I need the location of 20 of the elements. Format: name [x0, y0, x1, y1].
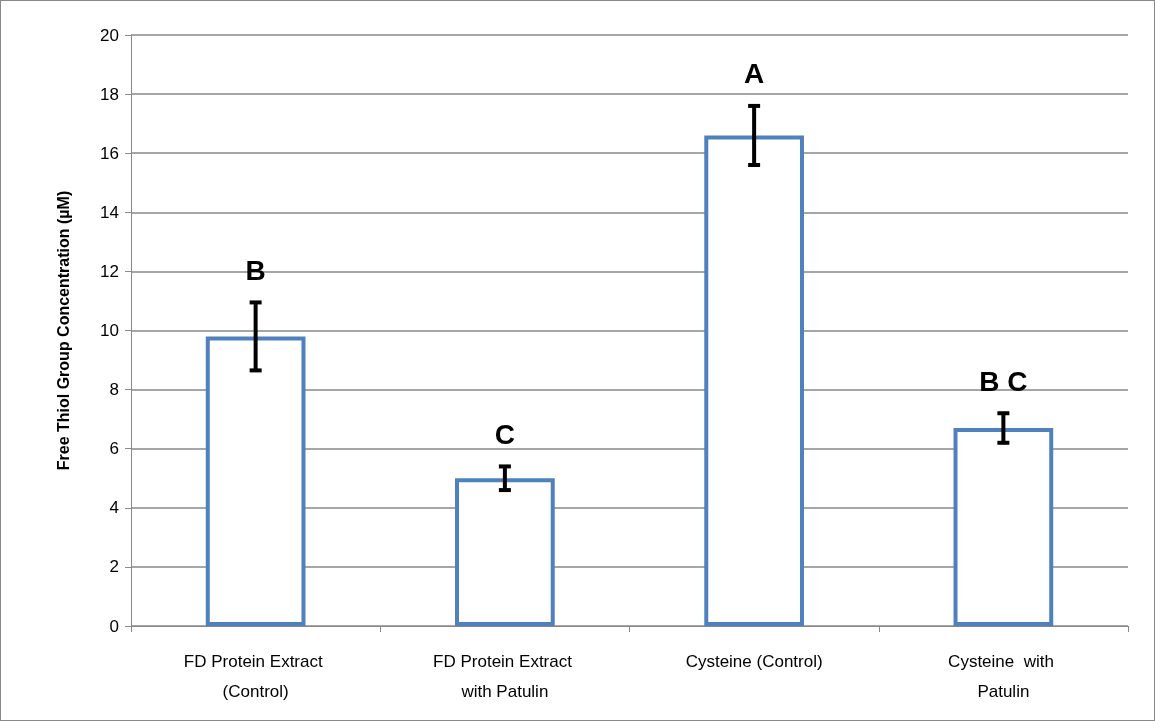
annotation: B C	[979, 365, 1028, 397]
x-tick-label: FD Protein Extract with Patulin	[433, 651, 577, 701]
y-tick-label: 18	[100, 84, 119, 104]
annotation: A	[744, 58, 765, 90]
y-tick-label: 0	[109, 616, 119, 636]
y-tick-label: 20	[100, 25, 119, 45]
y-tick-label: 14	[100, 202, 119, 222]
y-tick-label: 2	[109, 557, 119, 577]
y-tick-label: 10	[100, 321, 119, 340]
y-tick-label: 12	[100, 261, 119, 281]
y-tick-label: 16	[100, 143, 119, 163]
x-tick-label: Cysteine (Control)	[685, 651, 823, 671]
y-tick-label: 6	[109, 439, 119, 459]
y-tick-label: 8	[109, 380, 119, 400]
annotation: C	[494, 418, 515, 450]
y-tick-label: 4	[109, 498, 119, 518]
x-tick-label: Cysteine with Patulin	[948, 651, 1059, 701]
annotation: B	[245, 254, 266, 286]
y-axis-title: Free Thiol Group Concentration (µM)	[54, 190, 72, 471]
x-tick-label: FD Protein Extract (Control)	[183, 651, 328, 701]
